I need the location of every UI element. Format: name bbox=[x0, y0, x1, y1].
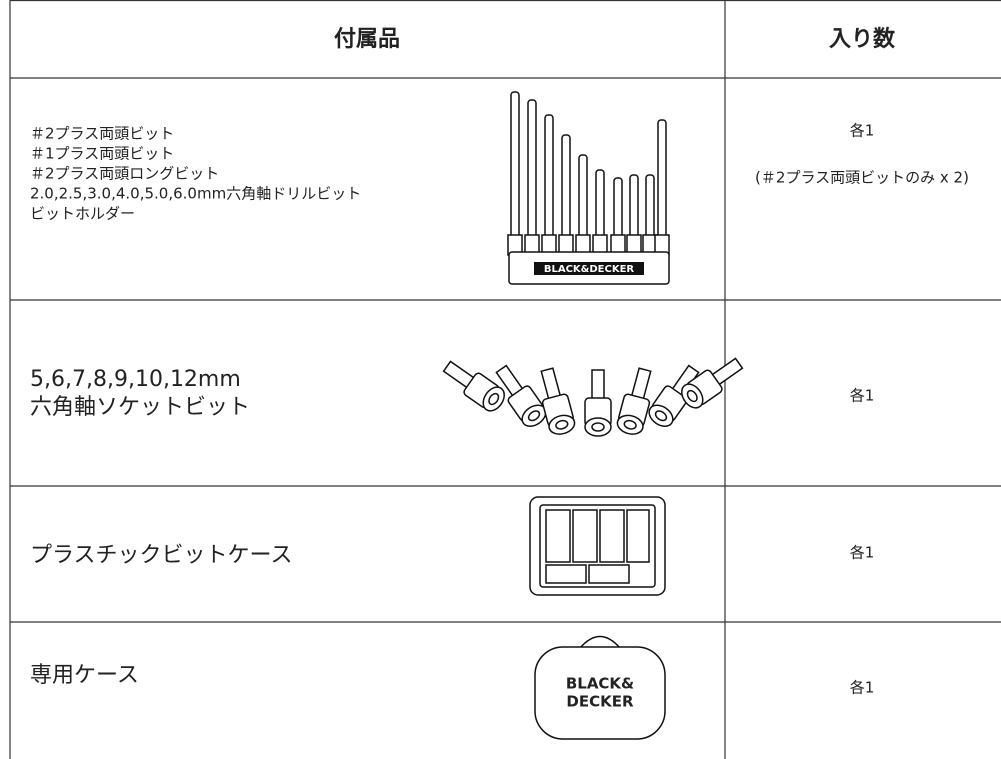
qty-text: 各1 bbox=[850, 387, 875, 405]
socket-hole bbox=[686, 389, 698, 403]
socket-hole bbox=[527, 410, 541, 422]
bit bbox=[595, 169, 605, 241]
bit bbox=[657, 119, 667, 241]
qty-text: 各1 bbox=[850, 679, 875, 697]
socket-hole bbox=[654, 410, 668, 422]
qty-text: (＃2プラス両頭ビットのみ x 2) bbox=[755, 169, 969, 187]
bit bbox=[629, 174, 639, 241]
item-text: 六角軸ソケットビット bbox=[30, 395, 250, 420]
table-rules bbox=[9, 0, 1001, 759]
socket bbox=[495, 364, 547, 427]
socket-hole bbox=[555, 419, 569, 430]
socket-hole bbox=[591, 422, 605, 432]
bit bbox=[578, 154, 588, 241]
bit bbox=[510, 91, 520, 241]
item-text: 専用ケース bbox=[30, 663, 139, 688]
header-item: 付属品 bbox=[334, 27, 400, 52]
bit bbox=[613, 177, 623, 241]
qty-text: 各1 bbox=[850, 544, 875, 562]
bit bbox=[544, 114, 554, 241]
socket-set-image bbox=[442, 357, 744, 437]
bit bbox=[645, 174, 655, 241]
illustrations: BLACK&DECKER bbox=[442, 91, 744, 740]
socket bbox=[584, 369, 612, 437]
item-text: 2.0,2.5,3.0,4.0,5.0,6.0mm六角軸ドリルビット bbox=[30, 185, 361, 203]
item-text: ＃2プラス両頭ロングビット bbox=[30, 165, 219, 183]
socket bbox=[616, 367, 652, 435]
socket-hole bbox=[488, 392, 500, 406]
qty-text: 各1 bbox=[850, 122, 875, 140]
bit-set-image: BLACK&DECKER bbox=[507, 91, 670, 285]
logo-plate bbox=[534, 262, 644, 275]
bag-logo-text: DECKER bbox=[566, 693, 634, 711]
item-text: ＃2プラス両頭ビット bbox=[30, 125, 174, 143]
socket bbox=[442, 360, 505, 412]
socket bbox=[681, 357, 744, 409]
socket-shank bbox=[591, 369, 605, 401]
header-qty: 入り数 bbox=[829, 26, 896, 52]
socket bbox=[540, 367, 576, 435]
item-text: 5,6,7,8,9,10,12mm bbox=[30, 367, 241, 392]
bag-logo-text: BLACK& bbox=[566, 675, 634, 693]
logo-text: BLACK&DECKER bbox=[544, 264, 635, 275]
bit bbox=[527, 99, 537, 241]
item-text: プラスチックビットケース bbox=[30, 543, 292, 568]
item-text: ビットホルダー bbox=[30, 205, 135, 223]
socket-hole bbox=[623, 419, 637, 430]
socket bbox=[648, 364, 700, 427]
bit bbox=[561, 134, 571, 241]
carry-case-image bbox=[534, 635, 666, 740]
item-text: ＃1プラス両頭ビット bbox=[30, 145, 174, 163]
plastic-case-image bbox=[529, 496, 666, 596]
